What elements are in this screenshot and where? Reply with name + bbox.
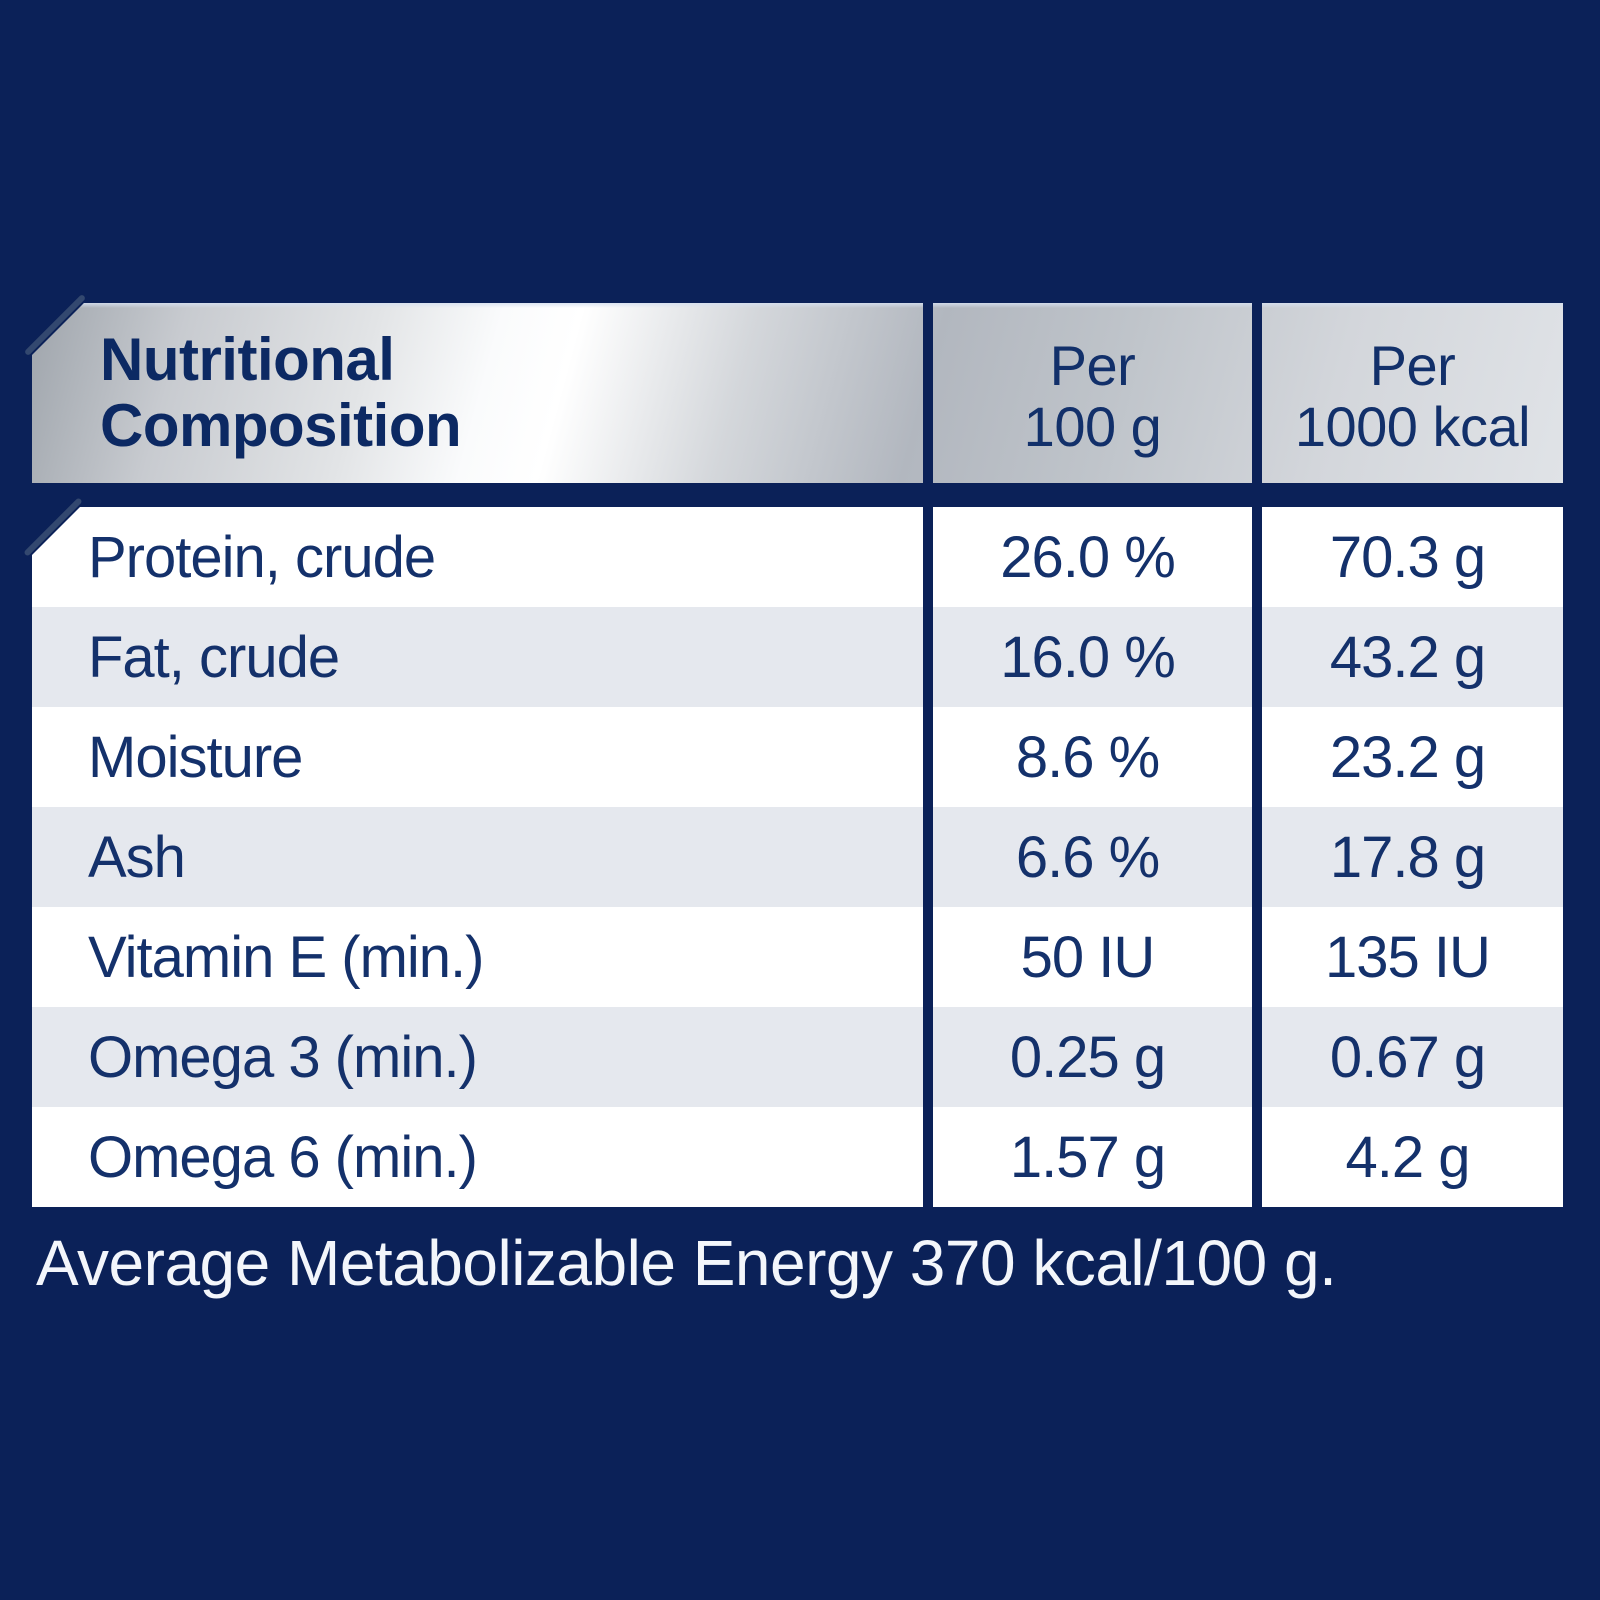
table-title-line2: Composition	[100, 392, 462, 459]
per-1000kcal-line2: 1000 kcal	[1294, 395, 1531, 458]
row-value-per-100g: 0.25 g	[1009, 1024, 1166, 1090]
table-row: Vitamin E (min.) 50 IU 135 IU	[32, 907, 1563, 1007]
row-value-per-100g: 16.0 %	[1000, 624, 1176, 690]
table-row: Ash 6.6 % 17.8 g	[32, 807, 1563, 907]
column-header-per-1000kcal: Per 1000 kcal	[1262, 335, 1563, 457]
row-value-per-100g: 6.6 %	[1015, 824, 1160, 890]
table-row: Moisture 8.6 % 23.2 g	[32, 707, 1563, 807]
table-row: Protein, crude 26.0 % 70.3 g	[32, 507, 1563, 607]
table-header: Nutritional Composition Per 100 g Per 10…	[32, 303, 1563, 483]
table-row: Fat, crude 16.0 % 43.2 g	[32, 607, 1563, 707]
row-value-per-1000kcal: 0.67 g	[1329, 1024, 1486, 1090]
table-body: Protein, crude 26.0 % 70.3 g Fat, crude …	[32, 507, 1563, 1207]
row-label: Omega 3 (min.)	[88, 1024, 478, 1090]
row-value-per-1000kcal: 135 IU	[1325, 924, 1491, 990]
row-value-per-1000kcal: 17.8 g	[1329, 824, 1486, 890]
row-value-per-100g: 50 IU	[1020, 924, 1156, 990]
table-title-line1: Nutritional	[100, 326, 395, 393]
row-label: Ash	[88, 824, 186, 890]
row-value-per-100g: 1.57 g	[1009, 1124, 1166, 1190]
row-label: Omega 6 (min.)	[88, 1124, 478, 1190]
table-row: Omega 6 (min.) 1.57 g 4.2 g	[32, 1107, 1563, 1207]
column-separator-1	[923, 303, 933, 1207]
row-label: Protein, crude	[88, 524, 436, 590]
row-value-per-100g: 26.0 %	[1000, 524, 1176, 590]
column-separator-2	[1252, 303, 1262, 1207]
row-value-per-1000kcal: 43.2 g	[1329, 624, 1486, 690]
column-header-per-100g: Per 100 g	[933, 335, 1252, 457]
row-label: Moisture	[88, 724, 303, 790]
row-value-per-100g: 8.6 %	[1015, 724, 1160, 790]
row-label: Vitamin E (min.)	[88, 924, 484, 990]
per-100g-line1: Per	[1049, 334, 1136, 397]
row-value-per-1000kcal: 70.3 g	[1329, 524, 1486, 590]
row-value-per-1000kcal: 4.2 g	[1345, 1124, 1471, 1190]
metabolizable-energy-note: Average Metabolizable Energy 370 kcal/10…	[36, 1227, 1337, 1299]
per-100g-line2: 100 g	[1023, 395, 1162, 458]
table-title: Nutritional Composition	[100, 326, 462, 459]
per-1000kcal-line1: Per	[1369, 334, 1456, 397]
table-row: Omega 3 (min.) 0.25 g 0.67 g	[32, 1007, 1563, 1107]
row-value-per-1000kcal: 23.2 g	[1329, 724, 1486, 790]
row-label: Fat, crude	[88, 624, 340, 690]
